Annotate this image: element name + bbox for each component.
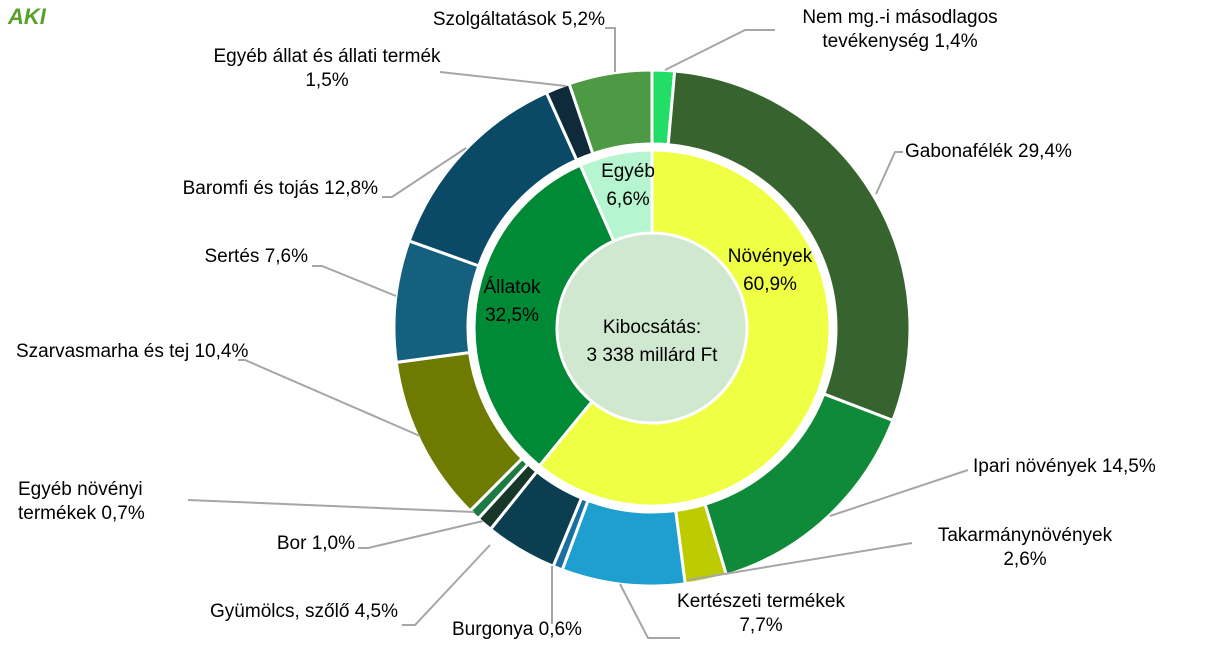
category-name: Szarvasmarha és tej [16,341,190,362]
value-label: 14,5% [1101,456,1156,477]
value-label: 7,7% [739,615,783,636]
leader-line [358,520,484,549]
value-label: 1,4% [934,31,978,52]
value-label: 4,5% [354,601,398,622]
segment-label: Gyümölcs, szőlő 4,5% [140,600,398,624]
value-label: 12,8% [324,178,378,199]
leader-line [605,27,616,72]
segment-label: Takarmánynövények 2,6% [915,524,1135,572]
segment-label: Gabonafélék 29,4% [905,140,1125,164]
category-name: Gyümölcs, szőlő [210,601,350,622]
donut-segment [666,69,912,423]
category-name: Egyéb állat és állati termék [213,46,441,67]
segment-label: Szarvasmarha és tej 10,4% [16,340,256,364]
value-label: 1,5% [305,70,349,91]
leader-line [238,359,421,437]
center-label: Kibocsátás: [603,317,701,338]
leader-line [687,542,913,581]
value-label: 60,9% [743,274,797,295]
value-label: 6,6% [606,189,649,210]
segment-label: Ipari növények 14,5% [973,455,1208,479]
leader-line [187,499,475,513]
donut-segment [567,68,654,156]
category-name: Ipari növények [973,456,1097,477]
value-label: 2,6% [1003,549,1047,570]
category-name: Nem mg.-i másodlagos tevékenység [802,7,998,52]
center-label: 3 338 millárd Ft [587,345,719,366]
segment-label: Kertészeti termékek 7,7% [672,590,850,638]
value-label: 7,6% [264,246,308,267]
category-name: Burgonya [452,619,534,640]
leader-line [312,265,397,297]
leader-line [439,71,567,87]
segment-label: Baromfi és tojás 12,8% [100,177,378,201]
segment-label: Egyéb növényi termékek 0,7% [18,478,203,526]
value-label: 29,4% [1018,141,1072,162]
segment-label: Burgonya 0,6% [452,618,622,642]
donut-segment [537,148,832,508]
leader-line [664,29,775,71]
segment-label: Nem mg.-i másodlagos tevékenység 1,4% [780,6,1020,54]
value-label: 0,7% [101,503,145,524]
value-label: 32,5% [485,305,539,326]
category-name: Baromfi és tojás [182,178,319,199]
value-label: 10,4% [194,341,249,362]
leader-line [619,583,680,639]
leader-line [402,544,491,626]
segment-label: Egyéb állat és állati termék 1,5% [212,45,442,93]
segment-label: Növények [728,246,813,267]
category-name: Egyéb növényi termékek [18,479,143,524]
center-disc [557,233,747,423]
segment-label: Egyéb [601,161,655,182]
category-name: Bor [276,533,307,554]
value-label: 1,0% [311,533,355,554]
category-name: Kertészeti termékek [677,591,845,612]
category-name: Gabonafélék [905,141,1013,162]
segment-label: Sertés 7,6% [100,245,308,269]
donut-segment [578,148,654,244]
segment-label: Állatok [483,277,541,298]
leader-line [829,469,969,517]
leader-line [382,147,467,198]
value-label: 0,6% [538,619,582,640]
donut-segment [472,163,616,468]
logo: AKI [8,4,46,29]
segment-label: Bor 1,0% [180,532,355,556]
segment-label: Szolgáltatások 5,2% [340,8,605,32]
value-label: 5,2% [561,9,605,30]
leader-line [875,151,903,195]
category-name: Takarmánynövények [937,525,1113,546]
category-name: Szolgáltatások [432,9,557,30]
category-name: Sertés [204,246,260,267]
